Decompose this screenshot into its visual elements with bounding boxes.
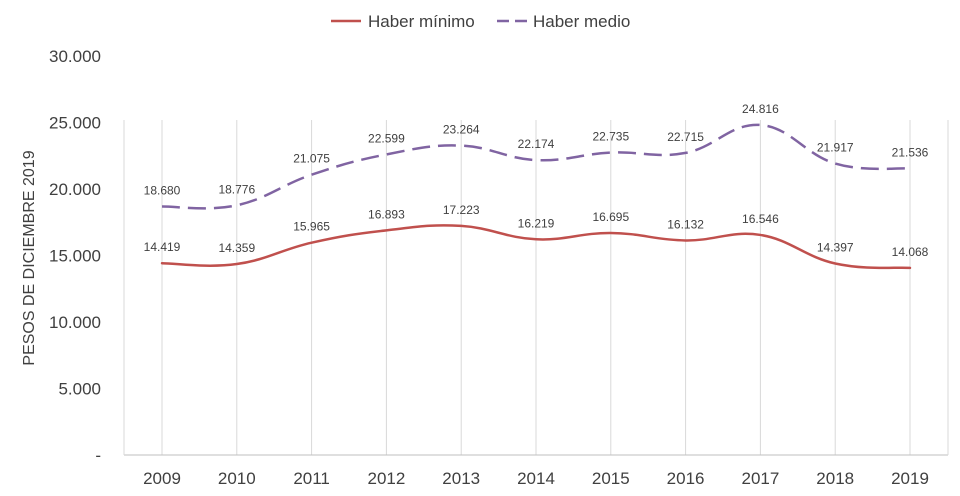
vertical-gridlines	[161, 120, 911, 455]
data-label: 22.174	[518, 137, 555, 151]
x-tick-label: 2015	[592, 469, 630, 488]
data-labels: 14.419 14.359 15.965 16.893 17.223 16.219 16.6…	[144, 102, 929, 259]
data-label: 14.068	[892, 245, 929, 259]
x-tick-label: 2018	[816, 469, 854, 488]
y-tick-label: 25.000	[49, 114, 101, 133]
x-tick-label: 2016	[667, 469, 705, 488]
series-layer	[160, 123, 912, 270]
data-label: 21.536	[892, 146, 929, 160]
x-tick-label: 2013	[442, 469, 480, 488]
y-tick-label: 20.000	[49, 180, 101, 199]
legend-label: Haber medio	[533, 12, 630, 31]
y-tick-label: 15.000	[49, 247, 101, 266]
x-tick-label: 2011	[293, 469, 330, 488]
y-tick-label: 10.000	[49, 313, 101, 332]
data-label: 22.599	[368, 131, 405, 145]
y-tick-label: 30.000	[49, 47, 101, 66]
data-label: 14.397	[817, 241, 854, 255]
y-tick-label: -	[95, 446, 101, 465]
data-label: 16.132	[667, 217, 704, 231]
y-tick-label: 5.000	[58, 380, 101, 399]
x-tick-label: 2017	[741, 469, 779, 488]
x-tick-label: 2014	[517, 469, 555, 488]
legend-label: Haber mínimo	[368, 12, 475, 31]
y-axis-ticks: - 5.000 10.000 15.000 20.000 25.000 30.000	[49, 47, 101, 465]
x-tick-label: 2010	[218, 469, 256, 488]
data-label: 18.776	[218, 182, 255, 196]
data-label: 16.893	[368, 207, 405, 221]
data-label: 18.680	[144, 184, 181, 198]
data-label: 22.735	[592, 130, 629, 144]
data-label: 14.419	[144, 240, 181, 254]
data-label: 16.695	[592, 210, 629, 224]
data-label: 15.965	[293, 220, 330, 234]
series-line-haber-minimo	[160, 224, 912, 270]
plot-frame	[123, 120, 949, 456]
data-label: 21.075	[293, 152, 330, 166]
x-axis-ticks: 2009 2010 2011 2012 2013 2014 2015 2016 2017 2018…	[143, 469, 929, 488]
data-label: 23.264	[443, 123, 480, 137]
chart-legend: Haber mínimo Haber medio	[331, 12, 630, 31]
data-label: 21.917	[817, 141, 854, 155]
data-label: 17.223	[443, 203, 480, 217]
y-axis-title: PESOS DE DICIEMBRE 2019	[21, 150, 38, 365]
data-label: 22.715	[667, 130, 704, 144]
data-label: 16.546	[742, 212, 779, 226]
data-label: 24.816	[742, 102, 779, 116]
x-tick-label: 2009	[143, 469, 181, 488]
data-label: 14.359	[218, 241, 255, 255]
data-label: 16.219	[518, 216, 555, 230]
x-tick-label: 2012	[367, 469, 405, 488]
x-tick-label: 2019	[891, 469, 929, 488]
